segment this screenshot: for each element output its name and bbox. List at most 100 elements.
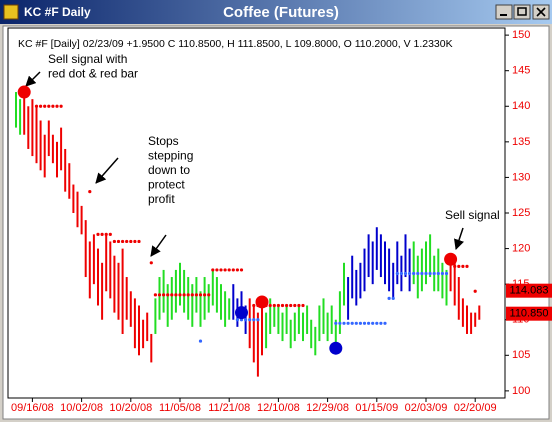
stop-dot <box>231 268 235 272</box>
stop-dot <box>465 264 469 268</box>
stop-dot <box>268 303 272 308</box>
title-bar <box>0 0 552 24</box>
stop-dot <box>379 321 383 325</box>
annotation: protect <box>148 178 185 192</box>
signal-dot <box>235 306 248 320</box>
stop-dot <box>133 239 137 244</box>
stop-dot <box>383 321 387 325</box>
stop-dot <box>55 104 59 108</box>
stop-dot <box>88 190 92 194</box>
y-tick-label: 150 <box>512 29 530 41</box>
window-buttons <box>495 4 550 20</box>
stop-dot <box>108 232 112 236</box>
stop-dot <box>186 293 190 297</box>
price-marker <box>506 306 552 321</box>
x-tick-label: 09/16/08 <box>11 402 54 414</box>
y-tick-label: 120 <box>512 242 530 254</box>
stop-dot <box>424 271 428 276</box>
stop-dot <box>170 293 174 297</box>
annotation: Stops <box>148 134 179 148</box>
stop-dot <box>285 303 289 308</box>
stop-dot <box>391 296 395 300</box>
stop-dot <box>223 268 227 272</box>
x-tick-label: 11/05/08 <box>159 402 201 414</box>
stop-dot <box>248 318 252 322</box>
stop-dot <box>194 293 198 297</box>
stop-dot <box>436 271 440 276</box>
x-tick-label: 02/20/09 <box>454 402 497 414</box>
stop-dot <box>276 303 280 308</box>
arrows <box>25 71 464 257</box>
x-tick-label: 10/20/08 <box>109 402 152 414</box>
stop-dot <box>444 271 449 276</box>
chart-title: Coffee (Futures) <box>223 4 339 21</box>
stop-dot <box>358 321 362 325</box>
stop-dot <box>34 104 39 108</box>
y-tick-label: 130 <box>512 171 530 183</box>
stop-dot <box>301 303 305 308</box>
stop-dot <box>112 239 116 244</box>
stop-dot <box>43 104 47 108</box>
y-tick-label: 105 <box>512 349 530 361</box>
y-tick-label: 145 <box>512 65 530 77</box>
stop-dot <box>412 271 416 276</box>
stop-dot <box>198 339 203 343</box>
annotation: profit <box>148 192 175 206</box>
signal-dot <box>17 85 31 99</box>
stop-dot <box>440 271 444 276</box>
stop-dot <box>334 321 338 325</box>
stop-dot <box>59 104 63 108</box>
stop-dot <box>473 289 477 293</box>
stop-dot <box>256 318 260 322</box>
stop-dot <box>149 261 153 265</box>
stop-dot <box>346 321 350 325</box>
stop-dot <box>252 303 256 308</box>
plot-area <box>7 27 506 399</box>
stop-dot <box>153 293 157 297</box>
stop-dot <box>227 268 231 272</box>
stop-dot <box>375 321 379 325</box>
annotation: red dot & red bar <box>48 67 138 81</box>
stop-dot <box>453 264 457 268</box>
stop-dot <box>162 293 166 297</box>
header-text: KC #F [Daily] 02/23/09 +1.9500 C 110.850… <box>18 38 453 50</box>
y-tick-label: 100 <box>512 385 530 397</box>
stop-dot <box>211 268 215 272</box>
stop-dot <box>125 239 129 244</box>
stop-dot <box>371 321 375 325</box>
stop-dot <box>166 293 170 297</box>
stop-dot <box>190 293 194 297</box>
x-tick-label: 12/10/08 <box>257 402 300 414</box>
price-marker-label: 114.083 <box>510 285 549 297</box>
signal-dot <box>329 341 343 355</box>
stop-dot <box>420 271 424 276</box>
stop-dot <box>416 271 420 276</box>
stop-dot <box>137 239 141 244</box>
stop-dot <box>239 268 244 272</box>
stop-dot <box>129 239 133 244</box>
annotation: Sell signal with <box>48 52 127 66</box>
stop-dot <box>403 271 408 276</box>
stop-dot <box>244 318 248 322</box>
stop-dot <box>280 303 285 308</box>
stop-dot <box>457 264 461 268</box>
stop-dot <box>178 293 182 297</box>
maximize-button[interactable] <box>513 4 531 20</box>
stop-dot <box>461 264 465 268</box>
stop-dot <box>116 239 121 244</box>
stop-dot <box>293 303 297 308</box>
signal-dot <box>444 252 458 266</box>
stop-dot <box>338 321 342 325</box>
stop-dot <box>219 268 223 272</box>
y-tick-label: 135 <box>512 136 530 148</box>
stop-dot <box>408 271 412 276</box>
stop-dot <box>121 239 125 244</box>
stop-dot <box>350 321 354 325</box>
x-tick-label: 11/21/08 <box>208 402 250 414</box>
price-marker <box>506 283 552 298</box>
stop-dot <box>174 293 178 297</box>
stop-dot <box>367 321 371 325</box>
minimize-button[interactable] <box>495 4 513 20</box>
price-marker-label: 110.850 <box>510 308 549 320</box>
window-title: KC #F Daily <box>24 5 91 19</box>
